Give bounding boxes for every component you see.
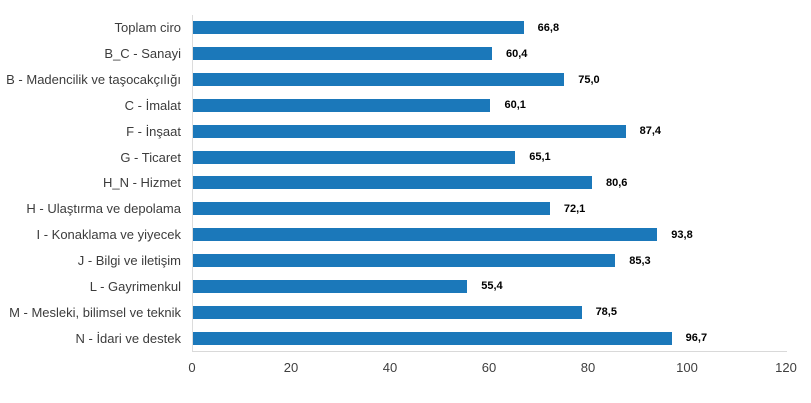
bar[interactable] — [193, 98, 491, 112]
bar-value-label: 85,3 — [629, 254, 651, 267]
category-label: J - Bilgi ve iletişim — [77, 253, 181, 269]
category-label: C - İmalat — [124, 97, 181, 113]
bar[interactable] — [193, 228, 658, 242]
bar-value-label: 60,4 — [505, 47, 528, 60]
bar-row: 55,4 — [193, 273, 787, 299]
bar[interactable] — [193, 202, 550, 216]
bar-row: 72,1 — [193, 196, 787, 222]
x-axis-tick-label: 20 — [283, 359, 299, 375]
category-label: B - Madencilik ve taşocakçılığı — [6, 72, 181, 88]
category-label: L - Gayrimenkul — [89, 278, 181, 294]
category-label: G - Ticaret — [120, 149, 181, 165]
bar-row: 75,0 — [193, 67, 787, 93]
bar[interactable] — [193, 47, 492, 61]
bar-value-label: 60,1 — [504, 99, 526, 112]
bar-row: 66,8 — [193, 15, 787, 41]
bar-value-label: 93,8 — [671, 228, 693, 241]
bar[interactable] — [193, 254, 616, 268]
category-label: N - İdari ve destek — [75, 330, 182, 346]
category-label: B_C - Sanayi — [104, 46, 181, 62]
bar-row: 60,1 — [193, 93, 787, 119]
category-label: F - İnşaat — [126, 123, 181, 139]
bar-value-label: 87,4 — [639, 125, 662, 138]
bar[interactable] — [193, 305, 582, 319]
bar-row: 60,4 — [193, 41, 787, 67]
category-labels: Toplam ciro B_C - Sanayi B - Madencilik ve… — [0, 15, 192, 352]
category-label: H_N - Hizmet — [102, 175, 181, 191]
bar-row: 65,1 — [193, 144, 787, 170]
category-label: H - Ulaştırma ve depolama — [26, 201, 181, 217]
bar[interactable] — [193, 150, 516, 164]
bar[interactable] — [193, 21, 524, 35]
bar-value-label: 72,1 — [563, 202, 586, 215]
bar[interactable] — [193, 279, 468, 293]
bar-value-label: 65,1 — [529, 151, 551, 164]
bar-row: 85,3 — [193, 248, 787, 274]
bar[interactable] — [193, 124, 626, 138]
bar-value-label: 66,8 — [537, 21, 560, 34]
bar[interactable] — [193, 331, 672, 345]
bar-value-label: 55,4 — [481, 280, 503, 293]
bar-row: 80,6 — [193, 170, 787, 196]
x-axis-tick-label: 40 — [382, 359, 398, 375]
bar[interactable] — [193, 176, 592, 190]
chart-body: Toplam ciro B_C - Sanayi B - Madencilik ve… — [0, 15, 787, 352]
bar-value-label: 78,5 — [595, 306, 617, 319]
bar[interactable] — [193, 73, 565, 87]
x-axis-tick-label: 0 — [188, 359, 196, 375]
bar-value-label: 96,7 — [685, 332, 708, 345]
bar-row: 87,4 — [193, 118, 787, 144]
bar-row: 93,8 — [193, 222, 787, 248]
x-axis-tick-label: 120 — [775, 359, 797, 375]
x-axis-tick-label: 100 — [676, 359, 698, 375]
bar-row: 78,5 — [193, 299, 787, 325]
bar-value-label: 75,0 — [578, 73, 600, 86]
category-label: Toplam ciro — [114, 20, 181, 36]
category-label: M - Mesleki, bilimsel ve teknik — [9, 304, 181, 320]
x-axis-tick-label: 60 — [481, 359, 497, 375]
plot-area: 66,8 60,4 75,0 60,1 87,4 65,1 80,6 72,1 93,8 85,3… — [192, 15, 787, 352]
x-axis: 0 20 40 60 80 100 120 — [188, 352, 796, 382]
bar-value-label: 80,6 — [605, 176, 628, 189]
category-label: I - Konaklama ve yiyecek — [36, 227, 181, 243]
bar-row: 96,7 — [193, 325, 787, 351]
x-axis-tick-label: 80 — [580, 359, 596, 375]
